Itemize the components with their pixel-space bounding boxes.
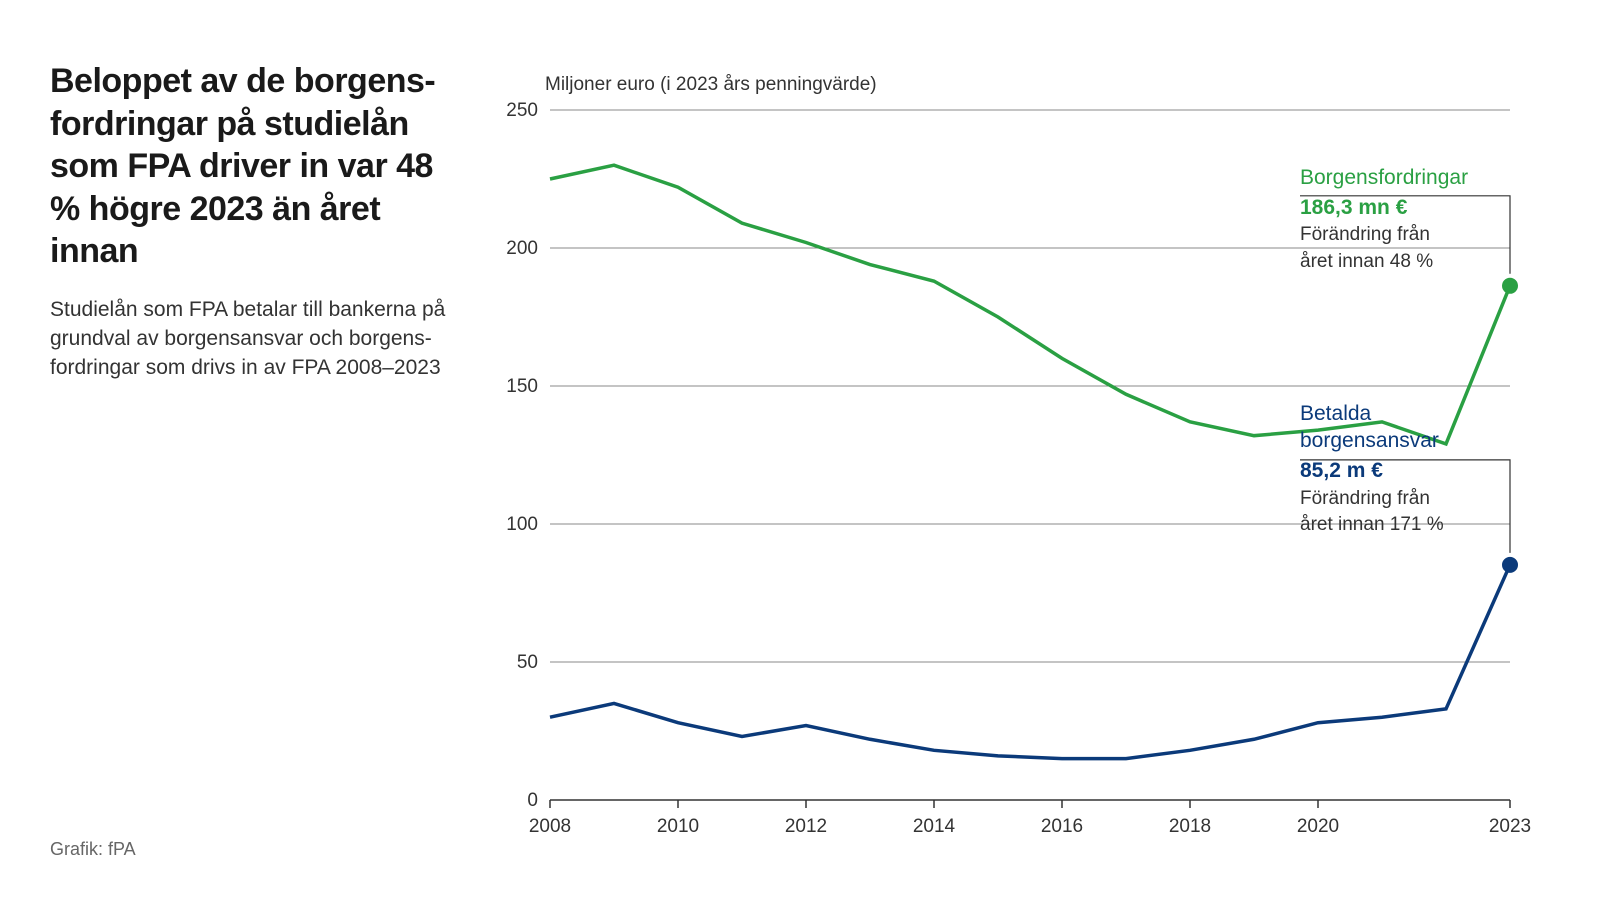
page-container: Beloppet av de borgens­fordringar på stu… (0, 0, 1600, 900)
annotation-sub-1: Förändring från (1300, 223, 1510, 248)
x-tick-label: 2018 (1169, 816, 1211, 837)
credit-line: Grafik: fPA (50, 839, 450, 860)
y-tick-label: 200 (506, 238, 538, 259)
series-annotation-1: Betaldaborgensansvar85,2 m € Förändring f… (1300, 400, 1510, 538)
y-tick-label: 50 (517, 652, 538, 673)
headline: Beloppet av de borgens­fordringar på stu… (50, 60, 450, 273)
x-tick-label: 2014 (913, 816, 956, 837)
annotation-title: Betaldaborgensansvar (1300, 400, 1510, 455)
x-tick-label: 2016 (1041, 816, 1083, 837)
x-tick-label: 2008 (529, 816, 571, 837)
subtitle: Studielån som FPA betalar till bankerna … (50, 295, 450, 383)
series-annotation-0: Borgensfordringar 186,3 mn €Förändring fr… (1300, 164, 1510, 275)
y-tick-label: 250 (506, 100, 538, 121)
series-end-dot-0 (1502, 278, 1518, 294)
y-tick-label: 0 (527, 790, 538, 811)
left-column: Beloppet av de borgens­fordringar på stu… (50, 60, 490, 860)
chart-column: Miljoner euro (i 2023 års penningvärde) 0… (490, 60, 1550, 860)
annotation-title: Borgensfordringar (1300, 164, 1510, 191)
annotation-sub-2: året innan 171 % (1300, 513, 1510, 538)
x-tick-label: 2010 (657, 816, 699, 837)
y-tick-label: 100 (506, 514, 538, 535)
y-axis-title: Miljoner euro (i 2023 års penningvärde) (545, 74, 877, 95)
x-tick-label: 2023 (1489, 816, 1531, 837)
annotation-sub-2: året innan 48 % (1300, 250, 1510, 275)
annotation-value: 85,2 m € (1300, 457, 1510, 484)
annotation-value: 186,3 mn € (1300, 194, 1510, 221)
y-tick-label: 150 (506, 376, 538, 397)
annotation-sub-1: Förändring från (1300, 487, 1510, 512)
x-tick-label: 2020 (1297, 816, 1339, 837)
series-end-dot-1 (1502, 557, 1518, 573)
chart-wrapper: Miljoner euro (i 2023 års penningvärde) 0… (490, 60, 1550, 860)
x-tick-label: 2012 (785, 816, 827, 837)
